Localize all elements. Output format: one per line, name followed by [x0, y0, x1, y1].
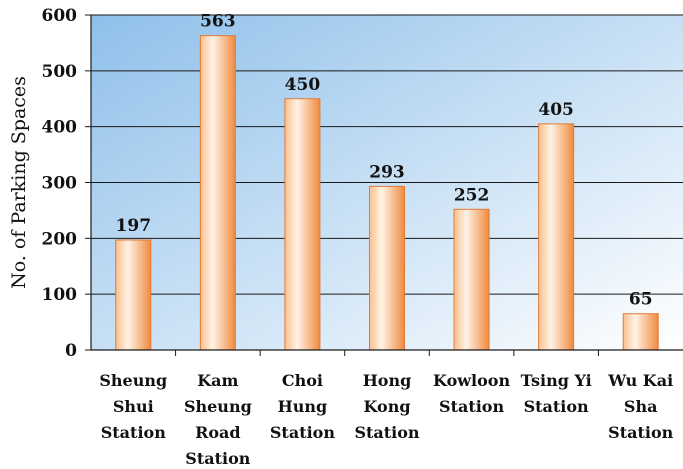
x-tick-label-line: Sha: [624, 397, 658, 416]
data-label: 563: [200, 12, 236, 32]
data-label: 405: [538, 100, 574, 120]
labels: 0 100 200 300 400 500 600 197 Sheung Shui Station 5…: [42, 6, 674, 468]
x-tick-label-line: Hong: [363, 371, 412, 390]
x-tick-label-line: Sheung: [99, 371, 167, 390]
y-tick-label: 200: [42, 229, 78, 249]
x-tick-label-line: Tsing Yi: [521, 371, 592, 390]
x-tick-label-line: Sheung: [184, 397, 252, 416]
data-label: 252: [454, 185, 490, 205]
data-label: 450: [285, 75, 321, 95]
y-tick-label: 600: [42, 6, 78, 26]
x-tick-label: Wu Kai Sha Station: [607, 371, 673, 442]
x-tick-label-line: Road: [195, 423, 241, 442]
x-tick-label: Kam Sheung Road Station: [184, 371, 252, 468]
x-tick-label-line: Station: [608, 423, 673, 442]
x-tick-label-line: Hung: [278, 397, 328, 416]
x-tick-label-line: Wu Kai: [607, 371, 673, 390]
y-tick-label: 500: [42, 62, 78, 82]
x-tick-label-line: Choi: [282, 371, 323, 390]
bar: [538, 123, 575, 351]
x-tick-label-line: Kam: [197, 371, 238, 390]
x-tick-label: Kowloon Station: [433, 371, 510, 416]
x-tick-label: Choi Hung Station: [270, 371, 335, 442]
bar: [199, 35, 236, 351]
y-tick-label: 300: [42, 174, 78, 194]
bar: [284, 98, 321, 351]
x-tick-label-line: Station: [270, 423, 335, 442]
bar: [453, 208, 490, 351]
y-axis-title: No. of Parking Spaces: [8, 76, 30, 289]
x-tick-label-line: Shui: [113, 397, 154, 416]
x-tick-label-line: Station: [524, 397, 589, 416]
y-tick-label: 400: [42, 118, 78, 138]
x-tick-label-line: Station: [185, 449, 250, 468]
x-tick-label-line: Station: [354, 423, 419, 442]
x-tick-label-line: Kong: [363, 397, 410, 416]
x-tick-label-line: Station: [439, 397, 504, 416]
bar: [622, 313, 659, 351]
data-label: 293: [369, 162, 405, 182]
bars: [115, 35, 659, 351]
x-tick-label-line: Kowloon: [433, 371, 510, 390]
bar: [115, 239, 152, 351]
data-label: 65: [629, 290, 653, 310]
data-label: 197: [116, 216, 152, 236]
x-tick-label-line: Station: [101, 423, 166, 442]
axes: [85, 14, 683, 356]
x-tick-label: Hong Kong Station: [354, 371, 419, 442]
y-tick-label: 0: [65, 341, 77, 361]
y-tick-label: 100: [42, 285, 78, 305]
x-tick-label: Tsing Yi Station: [521, 371, 592, 416]
bar: [369, 185, 405, 351]
x-tick-label: Sheung Shui Station: [99, 371, 167, 442]
